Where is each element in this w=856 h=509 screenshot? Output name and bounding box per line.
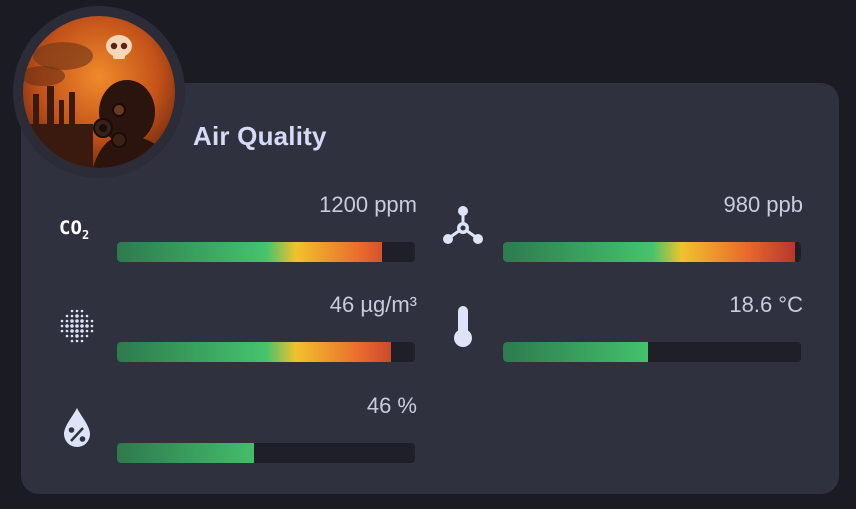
pm25-bar [117, 342, 415, 362]
co2-value: 1200 ppm [319, 192, 417, 217]
card-title: Air Quality [193, 121, 327, 151]
avatar[interactable] [23, 16, 175, 168]
humidity-bar [117, 443, 415, 463]
metric-humidity: 46 % [117, 393, 417, 463]
water-percent-icon [55, 406, 99, 450]
co2-bar [117, 242, 415, 262]
thermometer-icon [441, 304, 485, 348]
svg-text:CO: CO [59, 217, 82, 239]
metric-pm25: 46 µg/m³ [117, 292, 417, 362]
voc-value: 980 ppb [723, 192, 803, 217]
humidity-bar-fill [117, 443, 255, 463]
particulate-dots-icon [55, 304, 99, 348]
temperature-bar [503, 342, 801, 362]
metric-co2: 1200 ppm [117, 192, 417, 262]
co2-icon: CO 2 [55, 205, 99, 249]
pm25-value: 46 µg/m³ [329, 292, 417, 317]
pm25-bar-fill [117, 342, 392, 362]
molecule-icon [441, 204, 485, 248]
humidity-value: 46 % [366, 393, 417, 418]
voc-bar-fill [503, 242, 796, 262]
metric-temperature: 18.6 °C [503, 292, 803, 362]
voc-bar [503, 242, 801, 262]
temperature-bar-fill [503, 342, 648, 362]
svg-text:2: 2 [82, 228, 89, 242]
metric-voc: 980 ppb [503, 192, 803, 262]
co2-bar-fill [117, 242, 383, 262]
temperature-value: 18.6 °C [729, 292, 803, 317]
polluted-city-gas-mask-image [23, 16, 175, 168]
